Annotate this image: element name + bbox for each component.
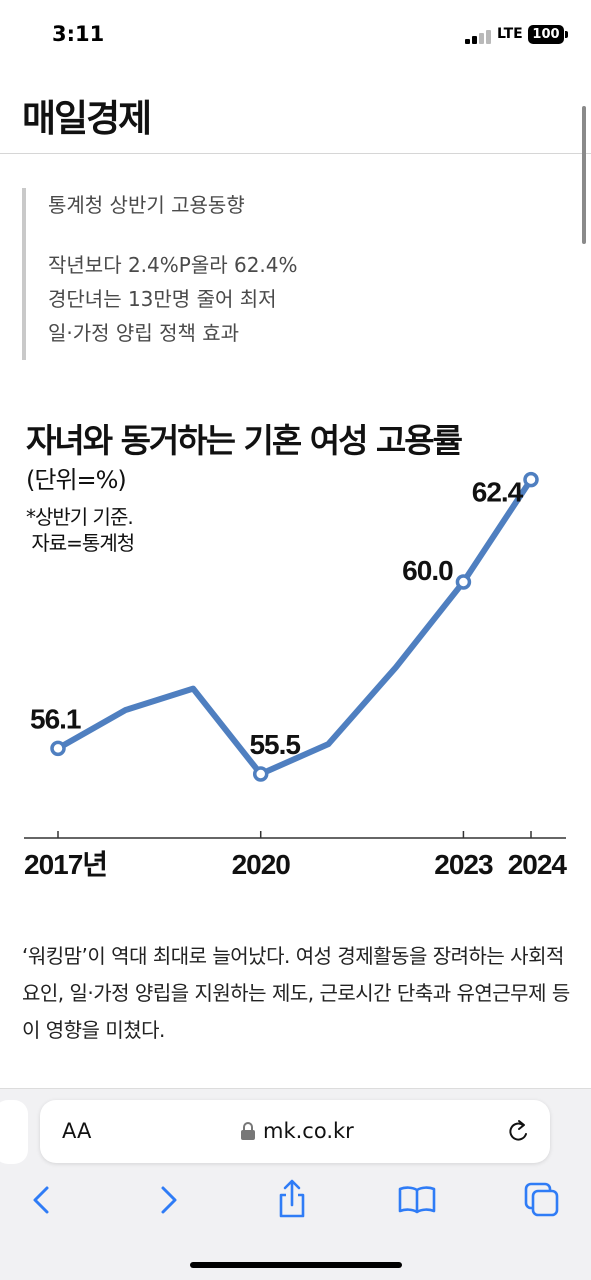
data-label: 62.4 — [472, 477, 524, 508]
summary-line: 작년보다 2.4%P올라 62.4% — [48, 253, 298, 277]
battery-nub — [565, 31, 568, 38]
network-type: LTE — [497, 26, 523, 42]
share-icon[interactable] — [270, 1178, 314, 1222]
line-chart: 2017년 2020 2023 2024 56.1 55.5 60.0 62.4 — [24, 471, 568, 880]
battery-icon: 100 — [528, 25, 564, 44]
home-indicator — [190, 1262, 402, 1268]
chart-note-line: *상반기 기준. — [26, 505, 134, 529]
cellular-signal-icon — [465, 30, 491, 44]
previous-tab-card[interactable] — [0, 1100, 28, 1164]
x-tick-label: 2017년 — [24, 849, 107, 880]
status-time: 3:11 — [52, 22, 105, 46]
reload-icon[interactable] — [507, 1119, 531, 1145]
site-logo[interactable]: 매일경제 — [22, 97, 152, 140]
chart-note: *상반기 기준. 자료=통계청 — [26, 504, 135, 556]
article-summary: 통계청 상반기 고용동향 작년보다 2.4%P올라 62.4% 경단녀는 13만… — [22, 188, 542, 360]
url-text: mk.co.kr — [263, 1119, 354, 1143]
data-label: 55.5 — [249, 729, 300, 760]
status-bar: 3:11 LTE 100 — [0, 0, 591, 70]
chart-unit: (단위=%) — [26, 466, 127, 494]
text-size-label: AA — [62, 1119, 92, 1143]
tabs-icon[interactable] — [520, 1178, 564, 1222]
series-line — [55, 476, 534, 777]
data-label: 56.1 — [30, 703, 81, 734]
lock-icon — [241, 1122, 255, 1140]
page-scrollbar[interactable] — [582, 106, 586, 244]
summary-line: 일·가정 양립 정책 효과 — [48, 321, 240, 345]
data-label: 60.0 — [402, 555, 453, 586]
data-point — [252, 766, 269, 782]
forward-chevron-icon[interactable] — [146, 1178, 190, 1222]
article-paragraph: ‘워킹맘’이 역대 최대로 늘어났다. 여성 경제활동을 장려하는 사회적 요인… — [22, 944, 570, 1042]
chart-source-line: 자료=통계청 — [26, 531, 135, 555]
employment-rate-chart: 2017년 2020 2023 2024 56.1 55.5 60.0 62.4 자녀와 동거… — [0, 400, 591, 900]
back-chevron-icon[interactable] — [20, 1178, 64, 1222]
address-bar[interactable]: AA mk.co.kr — [40, 1100, 550, 1163]
text-size-button[interactable]: AA — [62, 1119, 91, 1143]
summary-line: 통계청 상반기 고용동향 — [48, 193, 245, 217]
data-point — [523, 471, 539, 488]
bookmarks-icon[interactable] — [395, 1178, 439, 1222]
chart-title: 자녀와 동거하는 기혼 여성 고용률 — [26, 421, 463, 460]
data-point — [455, 574, 472, 590]
x-tick-label: 2020 — [232, 849, 291, 880]
x-tick-label: 2023 — [434, 849, 493, 880]
x-tick-label: 2024 — [508, 849, 568, 880]
site-header: 매일경제 — [0, 70, 591, 154]
data-point — [50, 740, 66, 757]
summary-line: 경단녀는 13만명 줄어 최저 — [48, 287, 277, 311]
